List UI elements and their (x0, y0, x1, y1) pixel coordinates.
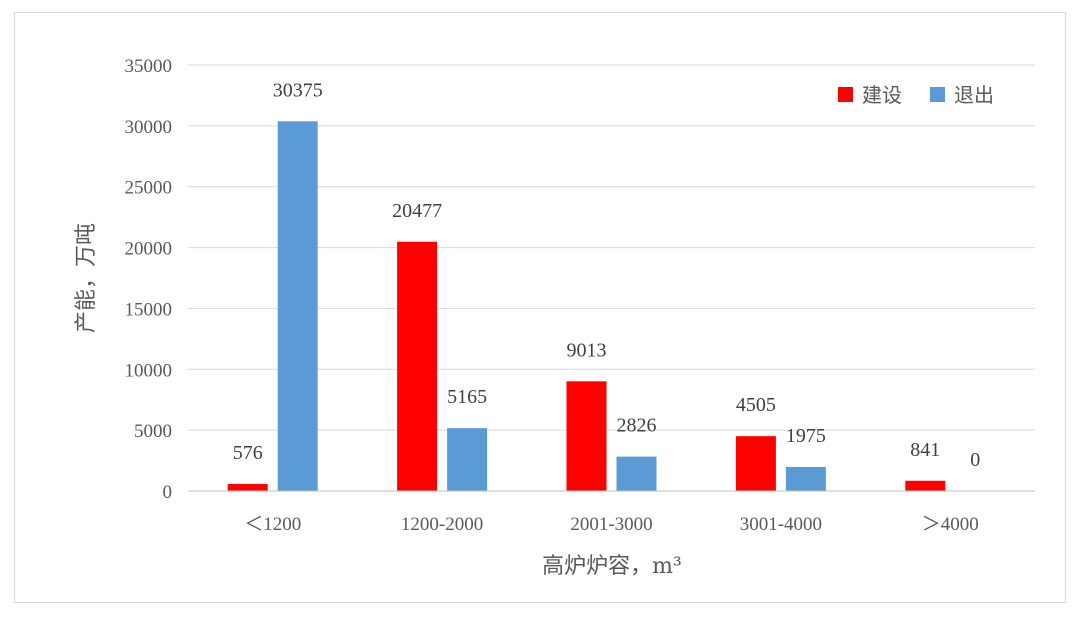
y-tick-label: 35000 (125, 56, 173, 77)
x-tick-label: 3001-4000 (740, 514, 822, 535)
bar-jianshe (566, 381, 607, 491)
y-axis-ticks: 0 5000 10000 15000 20000 25000 30000 35000 (125, 56, 173, 503)
x-tick-label: 2001-3000 (570, 514, 652, 535)
legend-label-jianshe: 建设 (862, 83, 902, 107)
data-label: 841 (910, 439, 940, 461)
bars (227, 121, 946, 492)
data-label: 4505 (736, 394, 776, 416)
y-tick-label: 25000 (125, 178, 173, 199)
bar-jianshe (227, 483, 268, 491)
data-label: 576 (233, 442, 263, 464)
x-axis-title: 高炉炉容，m³ (542, 554, 682, 579)
chart-frame (14, 12, 1066, 603)
bar-tuichu (277, 121, 318, 492)
y-tick-label: 20000 (125, 239, 173, 260)
x-tick-label: 1200-2000 (401, 514, 483, 535)
legend-swatch-jianshe (838, 87, 853, 102)
x-tick-label: ＞4000 (922, 514, 979, 535)
bar-tuichu (785, 466, 826, 491)
data-label: 0 (970, 449, 980, 471)
x-axis-ticks: ＜1200 1200-2000 2001-3000 3001-4000 ＞4000 (244, 514, 979, 535)
data-label: 1975 (786, 425, 826, 447)
legend-label-tuichu: 退出 (954, 83, 994, 107)
data-labels: 576 30375 20477 5165 9013 2826 4505 1975 841 0 (233, 79, 981, 471)
data-label: 5165 (447, 386, 487, 408)
y-axis-title: 产能，万吨 (74, 223, 99, 333)
y-tick-label: 5000 (134, 421, 172, 442)
bar-jianshe (735, 436, 776, 491)
y-tick-label: 15000 (125, 299, 173, 320)
data-label: 2826 (617, 415, 657, 437)
bar-jianshe (397, 241, 438, 491)
bar-jianshe (905, 480, 946, 491)
data-label: 20477 (392, 200, 442, 222)
gridlines (188, 64, 1035, 431)
y-tick-label: 0 (163, 482, 173, 503)
bar-tuichu (447, 428, 488, 491)
data-label: 9013 (567, 339, 607, 361)
data-label: 30375 (273, 79, 323, 101)
x-tick-label: ＜1200 (244, 514, 301, 535)
y-tick-label: 10000 (125, 360, 173, 381)
legend: 建设 退出 (838, 83, 994, 107)
legend-swatch-tuichu (930, 87, 945, 102)
bar-tuichu (616, 456, 657, 491)
y-tick-label: 30000 (125, 117, 173, 138)
